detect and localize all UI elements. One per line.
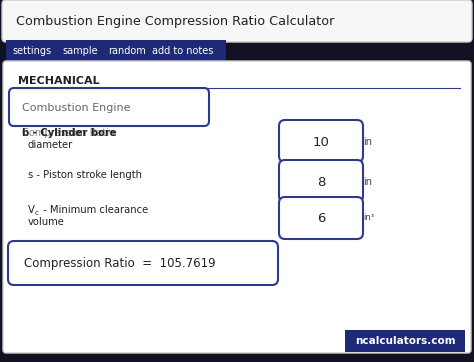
FancyBboxPatch shape [8, 241, 278, 285]
Text: in: in [363, 137, 372, 147]
Text: MECHANICAL: MECHANICAL [18, 76, 100, 86]
Text: c: c [35, 210, 39, 216]
Text: add to notes: add to notes [152, 46, 213, 56]
FancyBboxPatch shape [2, 0, 472, 42]
Text: Combustion Engine: Combustion Engine [22, 103, 130, 113]
Text: sample: sample [62, 46, 98, 56]
Text: - Minimum clearance: - Minimum clearance [40, 205, 148, 215]
Text: s - Piston stroke length: s - Piston stroke length [28, 170, 142, 180]
Text: diameter: diameter [28, 140, 73, 150]
Text: ncalculators.com: ncalculators.com [355, 336, 456, 346]
FancyBboxPatch shape [279, 120, 363, 162]
Text: b - Cylinder bore: b - Cylinder bore [22, 128, 117, 138]
Bar [345, 330, 465, 352]
Text: in: in [363, 177, 372, 187]
FancyBboxPatch shape [9, 88, 209, 126]
Text: random: random [108, 46, 146, 56]
Text: settings: settings [12, 46, 51, 56]
Text: 8: 8 [317, 176, 325, 189]
Text: in³: in³ [363, 212, 374, 222]
Bar [6, 40, 226, 62]
Text: Compression Ratio  =  105.7619: Compression Ratio = 105.7619 [24, 257, 216, 270]
FancyBboxPatch shape [279, 160, 363, 202]
FancyBboxPatch shape [279, 197, 363, 239]
Text: 6: 6 [317, 212, 325, 226]
Text: Compression Ratio: Compression Ratio [22, 128, 115, 138]
FancyBboxPatch shape [3, 61, 471, 353]
Text: V: V [28, 205, 35, 215]
Text: 10: 10 [312, 135, 329, 148]
Text: Combustion Engine Compression Ratio Calculator: Combustion Engine Compression Ratio Calc… [16, 16, 334, 29]
Text: volume: volume [28, 217, 65, 227]
